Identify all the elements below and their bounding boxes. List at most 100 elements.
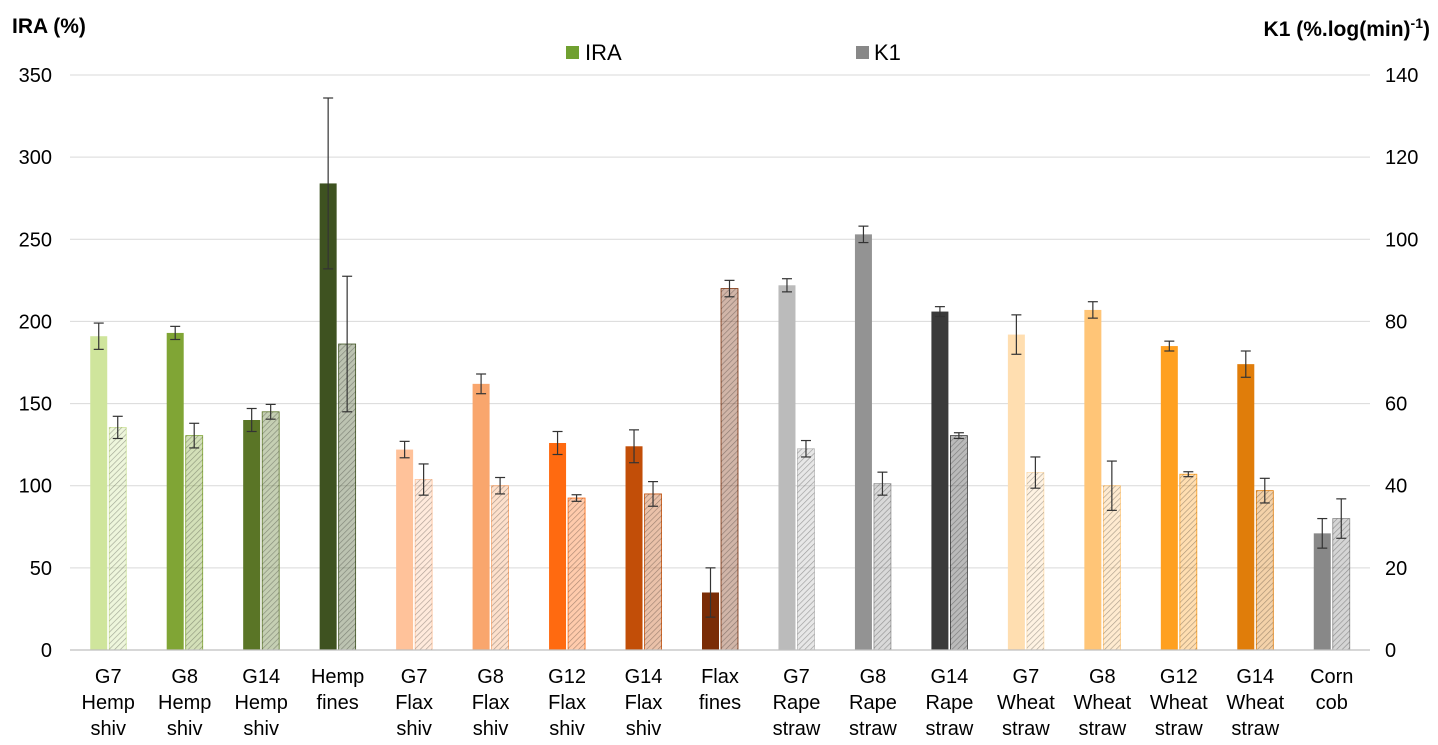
category-label-line: straw [1078, 718, 1126, 740]
category-label-line: Flax [395, 692, 433, 714]
legend-label-ira: IRA [585, 40, 622, 65]
k1-bar-hatch [1332, 518, 1350, 650]
ira-bar [1084, 309, 1102, 650]
category-label: G12 Wheat straw [1150, 666, 1208, 740]
axes: 0 50 100 150 200 250 300 350 0 20 40 60 80 100 120 140 G… [19, 65, 1419, 740]
right-axis-title: K1 (%.log(min)-1) [1264, 15, 1430, 41]
category-label-line: Hemp [158, 692, 211, 714]
category-label-line: shiv [396, 718, 432, 740]
category-label: G8 Wheat straw [1073, 666, 1131, 740]
k1-bar-hatch [721, 288, 738, 650]
category-label-line: G8 [1089, 666, 1116, 688]
right-tick-label: 60 [1385, 394, 1407, 416]
k1-bar-hatch [873, 483, 891, 650]
category-label-line: G8 [860, 666, 887, 688]
k1-bar-hatch [1256, 490, 1274, 650]
category-label: G7 Hemp shiv [82, 666, 135, 740]
category-label-line: straw [926, 718, 974, 740]
category-label-line: G7 [95, 666, 122, 688]
legend-label-k1: K1 [874, 40, 901, 65]
ira-bar [931, 311, 949, 650]
category-label-line: G8 [171, 666, 198, 688]
ira-bar [1007, 334, 1025, 650]
category-label-line: straw [849, 718, 897, 740]
category-label-line: straw [1002, 718, 1050, 740]
category-label-line: Rape [926, 692, 974, 714]
ira-bar [702, 592, 719, 650]
k1-bar-hatch [1026, 472, 1044, 650]
k1-bar-hatch [262, 411, 280, 650]
category-label: G14 Wheat straw [1226, 666, 1284, 740]
right-tick-label: 120 [1385, 147, 1418, 169]
left-tick-label: 200 [19, 311, 52, 333]
k1-bar-hatch [185, 435, 203, 650]
category-label: G14 Hemp shiv [234, 666, 287, 740]
left-tick-label: 250 [19, 229, 52, 251]
ira-bar [1237, 364, 1255, 650]
category-label: G7 Rape straw [773, 666, 821, 740]
category-label-line: Flax [701, 666, 739, 688]
ira-bar [166, 332, 184, 650]
category-label-line: shiv [90, 718, 126, 740]
bars [90, 97, 1351, 651]
left-tick-label: 350 [19, 65, 52, 87]
category-label: G8 Hemp shiv [158, 666, 211, 740]
left-tick-label: 300 [19, 147, 52, 169]
category-label-line: Corn [1310, 666, 1353, 688]
ira-bar [319, 183, 337, 650]
k1-bar-hatch [491, 485, 509, 650]
category-label: G12 Flax shiv [548, 666, 586, 740]
left-tick-label: 0 [41, 640, 52, 662]
category-label: G14 Rape straw [926, 666, 974, 740]
k1-bar-hatch [797, 448, 815, 650]
ira-bar [778, 285, 796, 650]
category-label-line: G14 [931, 666, 969, 688]
category-label-line: shiv [626, 718, 662, 740]
legend: IRA K1 [566, 40, 901, 65]
category-label-line: G8 [477, 666, 504, 688]
right-tick-label: 40 [1385, 476, 1407, 498]
ira-bar [396, 449, 414, 650]
category-label: G14 Flax shiv [625, 666, 663, 740]
category-label-line: fines [317, 692, 359, 714]
right-tick-label: 80 [1385, 311, 1407, 333]
category-label-line: fines [699, 692, 741, 714]
k1-bar-hatch [568, 498, 586, 650]
right-tick-label: 0 [1385, 640, 1396, 662]
category-label-line: shiv [473, 718, 509, 740]
category-label-line: Wheat [997, 692, 1055, 714]
k1-bar-hatch [1179, 474, 1197, 650]
ira-bar [472, 383, 490, 650]
category-label: G8 Rape straw [849, 666, 897, 740]
category-label-line: shiv [243, 718, 279, 740]
category-label-line: Rape [849, 692, 897, 714]
category-label-line: Hemp [82, 692, 135, 714]
category-label-line: Wheat [1073, 692, 1131, 714]
category-label-line: Flax [548, 692, 586, 714]
category-label-line: G14 [625, 666, 663, 688]
ira-bar [854, 234, 872, 650]
ira-bar [243, 420, 261, 650]
category-label-line: G7 [1013, 666, 1040, 688]
category-label: G7 Wheat straw [997, 666, 1055, 740]
category-label-line: G12 [548, 666, 586, 688]
category-label: Flax fines [699, 666, 741, 714]
legend-swatch-ira [566, 46, 579, 59]
category-label: Corn cob [1310, 666, 1353, 714]
category-label-line: Rape [773, 692, 821, 714]
ira-bar [625, 446, 643, 650]
k1-bar-hatch [950, 435, 968, 650]
k1-bar-hatch [415, 479, 433, 650]
right-axis-title-close: ) [1423, 18, 1430, 41]
category-label-line: Wheat [1226, 692, 1284, 714]
left-tick-label: 50 [30, 558, 52, 580]
left-tick-label: 150 [19, 394, 52, 416]
k1-bar-hatch [644, 493, 662, 650]
right-tick-label: 20 [1385, 558, 1407, 580]
category-label-line: Flax [625, 692, 663, 714]
ira-bar [1313, 533, 1331, 650]
category-label-line: straw [1231, 718, 1279, 740]
category-label-line: Wheat [1150, 692, 1208, 714]
category-label-line: cob [1316, 692, 1348, 714]
